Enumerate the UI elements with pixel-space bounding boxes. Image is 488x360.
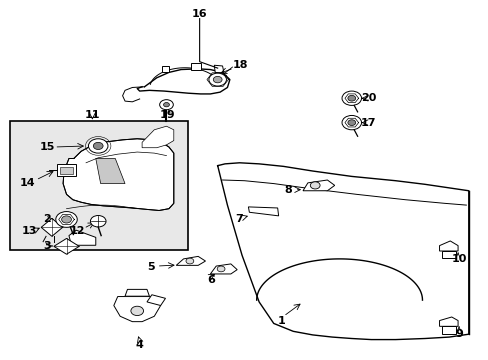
Text: 2: 2	[43, 215, 51, 224]
Circle shape	[163, 103, 169, 107]
Text: 5: 5	[147, 262, 154, 272]
Polygon shape	[176, 256, 205, 265]
Text: 13: 13	[21, 226, 37, 236]
Text: 4: 4	[136, 340, 143, 350]
Text: 7: 7	[234, 214, 242, 224]
Polygon shape	[57, 164, 76, 176]
Polygon shape	[41, 219, 62, 236]
Text: 18: 18	[232, 59, 248, 69]
Polygon shape	[214, 65, 224, 73]
Circle shape	[56, 212, 77, 227]
Circle shape	[213, 76, 222, 83]
Circle shape	[93, 142, 103, 149]
Bar	[10, 121, 188, 250]
Circle shape	[341, 91, 361, 105]
Polygon shape	[114, 297, 160, 321]
Text: 8: 8	[284, 185, 292, 195]
Polygon shape	[439, 241, 457, 251]
Circle shape	[208, 73, 226, 86]
Polygon shape	[54, 238, 79, 254]
Polygon shape	[441, 326, 455, 334]
Text: 10: 10	[450, 254, 466, 264]
Text: 20: 20	[361, 93, 376, 103]
Text: 11: 11	[84, 110, 100, 120]
Circle shape	[347, 95, 355, 101]
Text: 6: 6	[207, 275, 215, 285]
Circle shape	[217, 266, 224, 272]
Text: 12: 12	[70, 226, 85, 236]
Polygon shape	[441, 251, 455, 258]
Circle shape	[131, 306, 143, 316]
Polygon shape	[161, 66, 168, 72]
Circle shape	[341, 116, 361, 130]
Circle shape	[185, 258, 193, 264]
Text: 16: 16	[191, 9, 207, 19]
Polygon shape	[125, 289, 149, 296]
Circle shape	[90, 216, 106, 227]
Polygon shape	[303, 180, 334, 191]
Polygon shape	[210, 264, 237, 274]
Polygon shape	[63, 139, 173, 211]
Circle shape	[310, 182, 320, 189]
Text: 1: 1	[277, 316, 285, 325]
Polygon shape	[142, 126, 173, 148]
Text: 19: 19	[159, 110, 175, 120]
Polygon shape	[248, 207, 278, 216]
Polygon shape	[69, 230, 96, 245]
Polygon shape	[439, 317, 457, 326]
Circle shape	[88, 139, 108, 153]
Polygon shape	[60, 167, 73, 174]
Polygon shape	[147, 295, 165, 306]
Text: 3: 3	[43, 241, 51, 251]
Text: 17: 17	[360, 118, 376, 128]
Text: 15: 15	[39, 142, 55, 152]
Polygon shape	[96, 158, 125, 184]
Text: 9: 9	[454, 329, 462, 339]
Circle shape	[61, 216, 71, 223]
Circle shape	[159, 100, 173, 110]
Polygon shape	[190, 63, 200, 70]
Text: 14: 14	[20, 178, 35, 188]
Circle shape	[347, 120, 355, 126]
